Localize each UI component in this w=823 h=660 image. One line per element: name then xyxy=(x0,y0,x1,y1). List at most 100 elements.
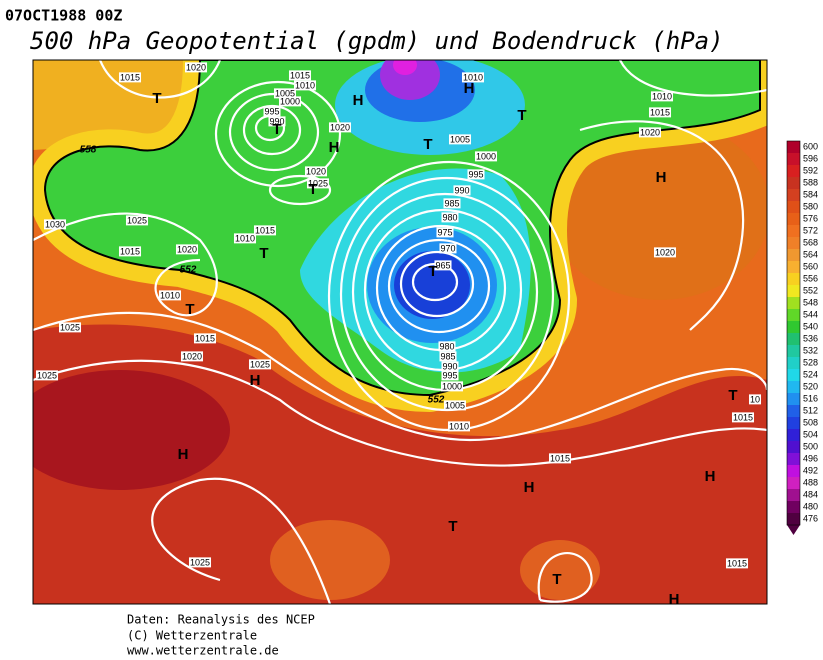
pressure-center: T xyxy=(448,518,457,535)
isobar-label-box xyxy=(443,400,467,411)
isobar-label-box xyxy=(233,233,257,244)
footer-line: www.wetterzentrale.de xyxy=(127,644,279,657)
colorbar-swatch xyxy=(787,417,800,429)
isobar-label: 1015 xyxy=(733,412,753,422)
isobar-label-box xyxy=(448,134,472,145)
isobar-label: 1010 xyxy=(652,91,672,101)
isobar-label: 1025 xyxy=(37,370,57,380)
colorbar-swatch xyxy=(787,405,800,417)
isobar-label-box xyxy=(175,244,199,255)
pressure-center: H xyxy=(656,169,667,186)
isobar-label: 985 xyxy=(440,351,455,361)
colorbar-swatch xyxy=(787,249,800,261)
isobar-label-box xyxy=(180,351,204,362)
pressure-center: T xyxy=(423,136,432,153)
map-frame xyxy=(32,59,768,605)
colorbar-label: 524 xyxy=(803,369,818,379)
isobar-label: 1020 xyxy=(330,122,350,132)
isobar-label: 1020 xyxy=(182,351,202,361)
isobar-label-box xyxy=(268,116,286,127)
isobar-label: 1010 xyxy=(235,233,255,243)
isobar-label: 965 xyxy=(435,260,450,270)
colorbar-swatch xyxy=(787,153,800,165)
colorbar-swatch xyxy=(787,441,800,453)
colorbar-label: 520 xyxy=(803,381,818,391)
isobar-label: 1025 xyxy=(60,322,80,332)
colorbar-label: 480 xyxy=(803,501,818,511)
colorbar-label: 552 xyxy=(803,285,818,295)
colorbar-label: 580 xyxy=(803,201,818,211)
isobar-label-box xyxy=(273,88,297,99)
isobar-label: 1005 xyxy=(450,134,470,144)
colorbar-label: 492 xyxy=(803,465,818,475)
isobar-label: 10 xyxy=(750,394,760,404)
pressure-center: T xyxy=(308,181,317,198)
isobar-label: 1000 xyxy=(280,96,300,106)
isobar-label-box xyxy=(188,557,212,568)
contour-label: 558 xyxy=(80,145,97,156)
isobar-label: 1025 xyxy=(127,215,147,225)
colorbar-label: 564 xyxy=(803,249,818,259)
isobar-label-box xyxy=(43,219,67,230)
colorbar-swatch xyxy=(787,345,800,357)
pressure-center: H xyxy=(250,372,261,389)
pressure-center: T xyxy=(185,301,194,318)
isobar-label: 1015 xyxy=(195,333,215,343)
colorbar-label: 476 xyxy=(803,513,818,523)
isobar-label: 1020 xyxy=(640,127,660,137)
isobar-label: 1010 xyxy=(463,72,483,82)
isobar-label-box xyxy=(474,151,498,162)
isobar-label-box xyxy=(193,333,217,344)
isobar-label-box xyxy=(467,169,485,180)
isobar-label-box xyxy=(328,122,352,133)
isobar-label-box xyxy=(35,370,59,381)
colorbar-label: 504 xyxy=(803,429,818,439)
isobar-label-box xyxy=(434,260,452,271)
isobar-label: 980 xyxy=(442,212,457,222)
isobar-label-box xyxy=(441,212,459,223)
isobar-label-box xyxy=(443,198,461,209)
colorbar-label: 512 xyxy=(803,405,818,415)
isobar-label-box xyxy=(306,178,330,189)
isobar-label: 985 xyxy=(444,198,459,208)
isobar-label-box xyxy=(248,359,272,370)
colorbar-swatch xyxy=(787,465,800,477)
colorbar-label: 556 xyxy=(803,273,818,283)
colorbar-swatch xyxy=(787,261,800,273)
colorbar-label: 540 xyxy=(803,321,818,331)
colorbar-swatch xyxy=(787,321,800,333)
colorbar-swatch xyxy=(787,165,800,177)
contour-label: 552 xyxy=(428,395,445,406)
colorbar-label: 596 xyxy=(803,153,818,163)
isobar-label: 995 xyxy=(264,106,279,116)
pressure-center: H xyxy=(669,591,680,608)
colorbar: 600 596 592 588 584 580 576 572 568 564 560 556 552 5… xyxy=(786,140,818,535)
isobar-label: 990 xyxy=(454,185,469,195)
isobar-label: 1020 xyxy=(177,244,197,254)
colorbar-swatch xyxy=(787,177,800,189)
isobar-label: 1015 xyxy=(120,72,140,82)
colorbar-swatch xyxy=(787,513,800,525)
isobar-label-box xyxy=(650,91,674,102)
colorbar-frame xyxy=(786,140,801,526)
colorbar-swatch xyxy=(787,381,800,393)
colorbar-swatch xyxy=(787,189,800,201)
colorbar-label: 532 xyxy=(803,345,818,355)
colorbar-swatch xyxy=(787,453,800,465)
date: 07OCT1988 00Z xyxy=(5,7,122,25)
isobar-label-box xyxy=(58,322,82,333)
pressure-center: T xyxy=(272,121,281,138)
colorbar-end xyxy=(787,525,800,535)
isobar-label-box xyxy=(725,558,749,569)
isobar-label-box xyxy=(441,370,459,381)
colorbar-swatch xyxy=(787,333,800,345)
isobar-label-box xyxy=(441,361,459,372)
colorbar-swatch xyxy=(787,501,800,513)
isobar-label: 1025 xyxy=(190,557,210,567)
colorbar-label: 488 xyxy=(803,477,818,487)
isobar-label: 970 xyxy=(440,243,455,253)
isobar-label: 1010 xyxy=(295,80,315,90)
isobar-label-box xyxy=(158,290,182,301)
isobar-label-box xyxy=(263,106,281,117)
